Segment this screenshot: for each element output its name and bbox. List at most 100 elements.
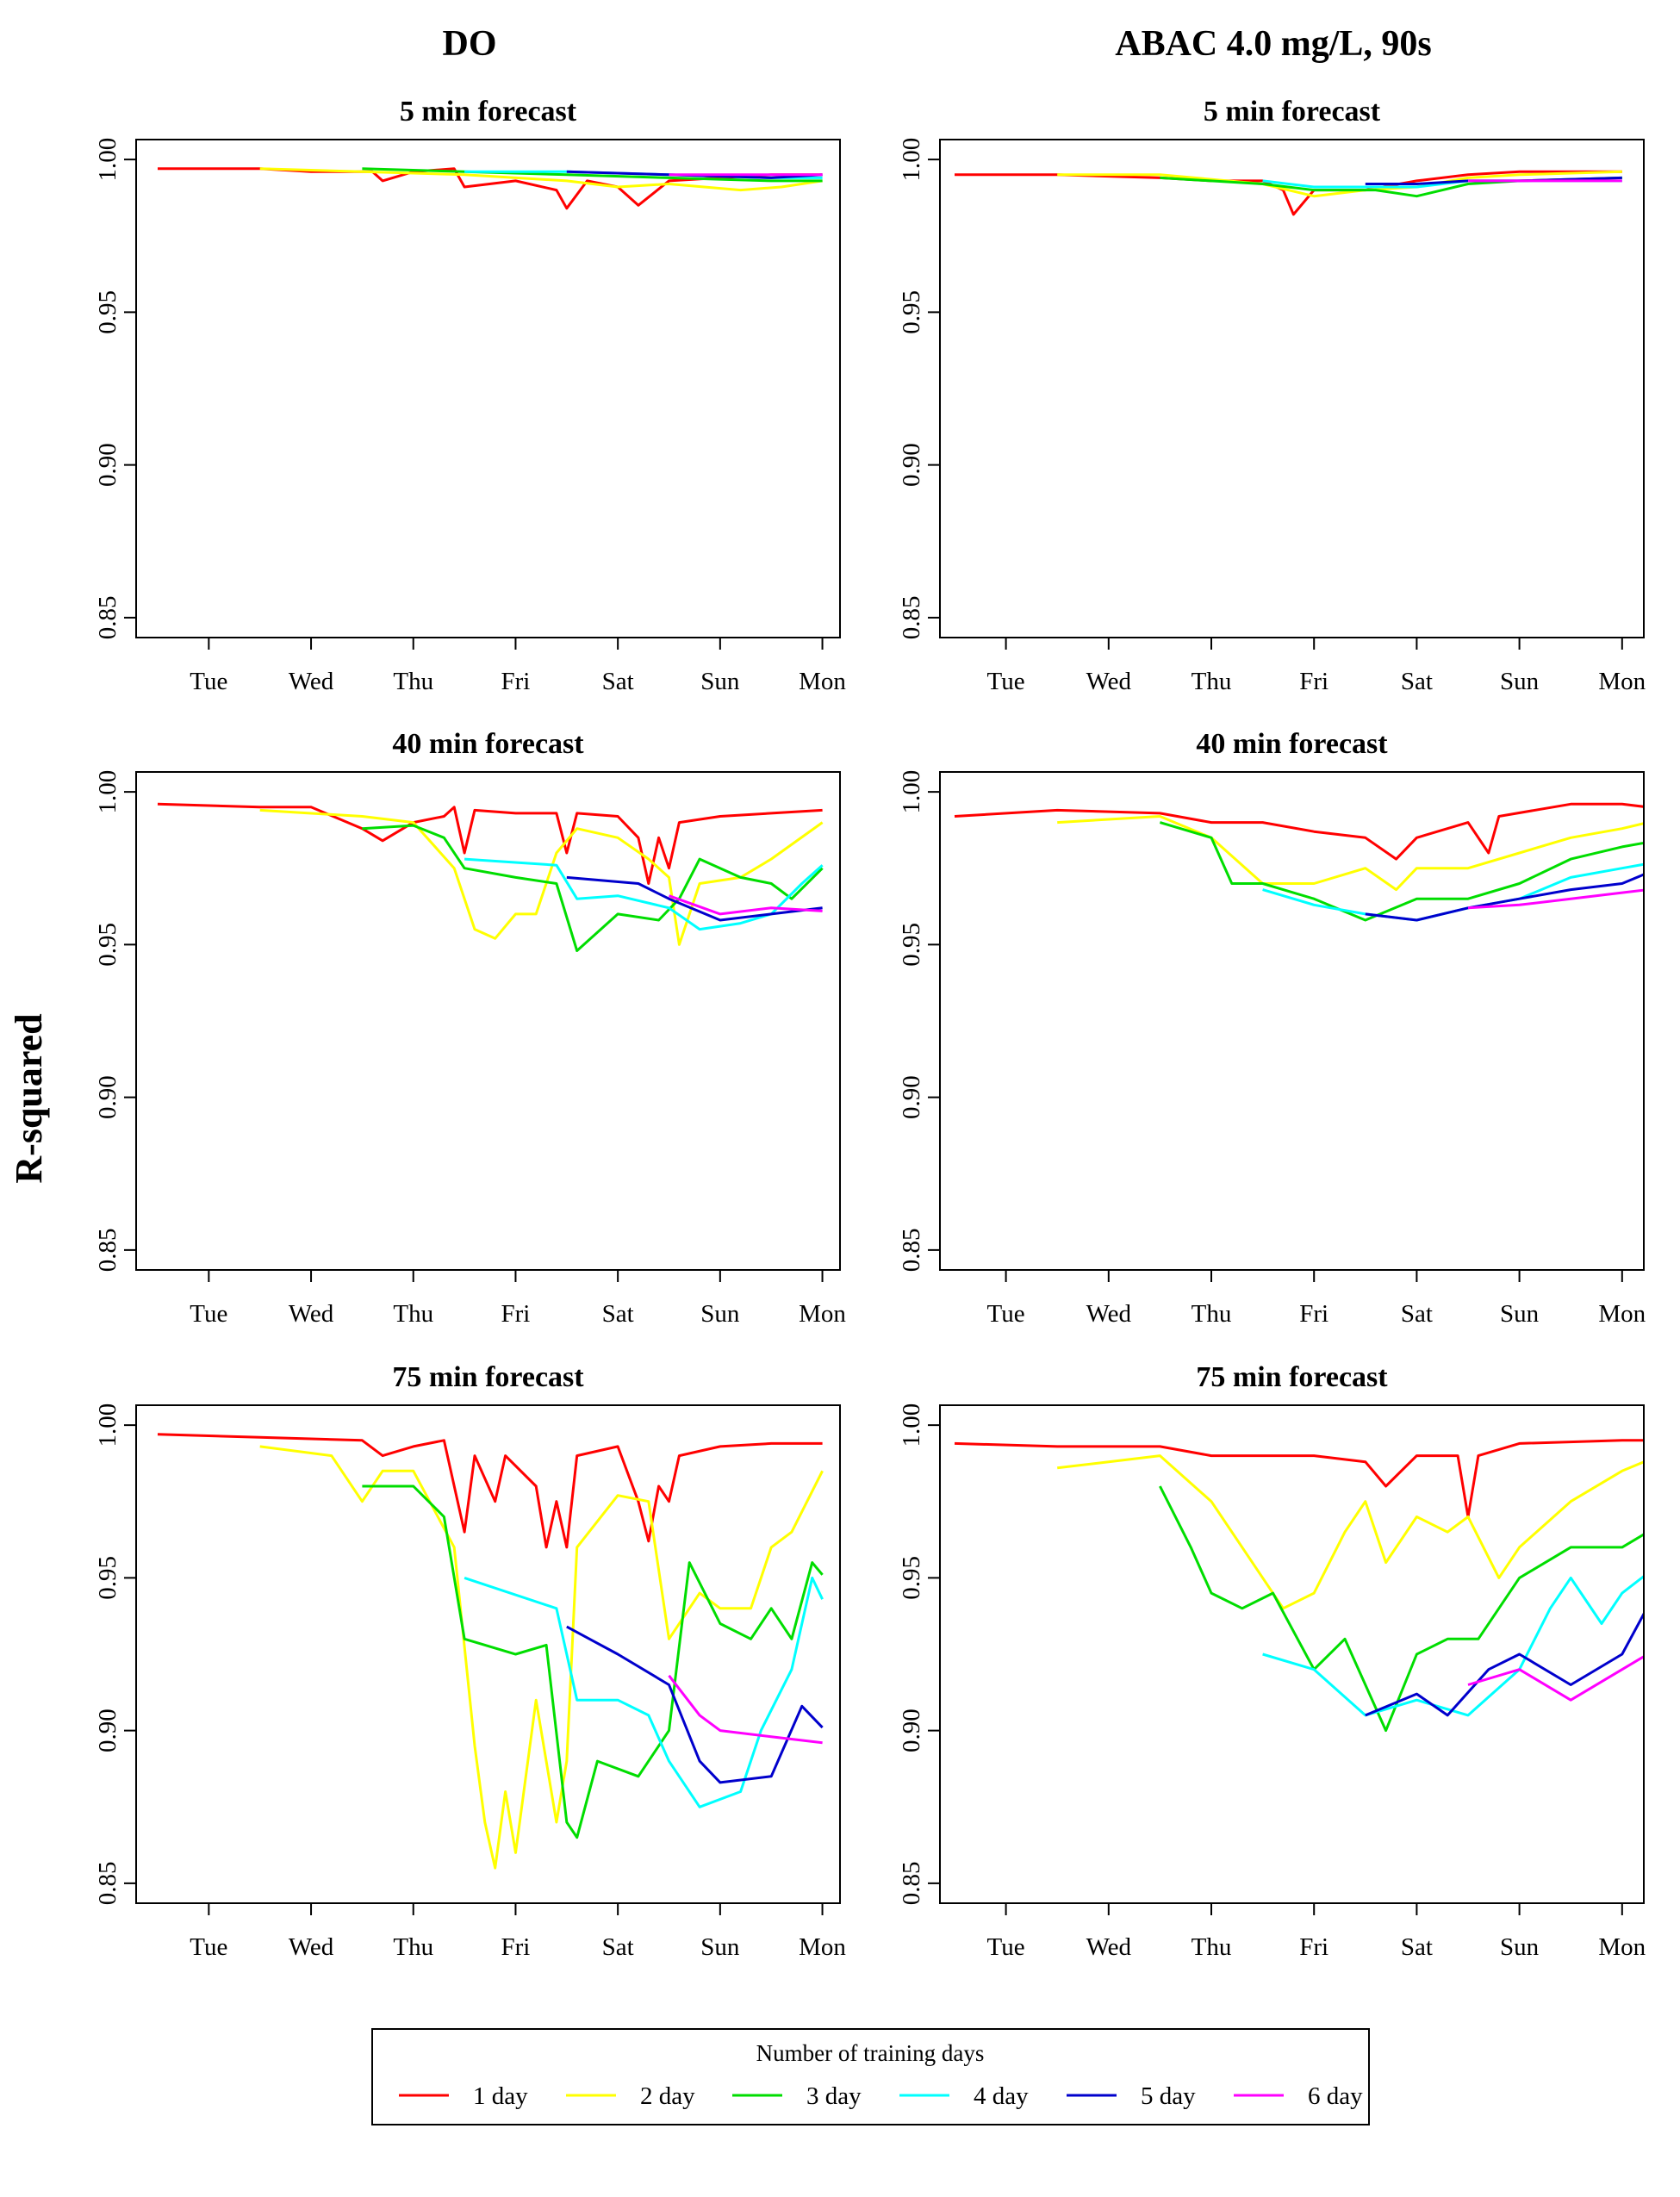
chart-panel: 75 min forecast 0.85 0.90 0.95 1.00 Tue Wed Thu… bbox=[898, 1361, 1646, 1961]
series-line bbox=[362, 167, 823, 183]
x-tick-label: Sat bbox=[602, 668, 634, 695]
legend-label: 5 day bbox=[1141, 2082, 1196, 2110]
series-line bbox=[157, 1433, 823, 1549]
y-tick-label: 0.95 bbox=[94, 290, 121, 334]
plot-frame bbox=[939, 139, 1645, 638]
series-line bbox=[157, 802, 823, 885]
x-tick-label: Thu bbox=[1192, 1933, 1232, 1961]
x-tick-label: Wed bbox=[1086, 1933, 1132, 1961]
x-tick-label: Fri bbox=[1299, 1933, 1328, 1961]
series-line bbox=[1159, 1485, 1643, 1733]
chart-panel: 5 min forecast 0.85 0.90 0.95 1.00 Tue Wed Thu F… bbox=[898, 96, 1646, 695]
y-tick-label: 0.95 bbox=[94, 1556, 121, 1600]
x-tick-label: Fri bbox=[1299, 1300, 1328, 1328]
y-tick-label: 0.90 bbox=[898, 1075, 925, 1119]
x-tick-label: Sun bbox=[1500, 1300, 1540, 1328]
x-tick-label: Mon bbox=[799, 1300, 846, 1328]
series-line bbox=[1057, 815, 1643, 892]
x-tick-label: Tue bbox=[190, 668, 227, 695]
x-tick-label: Sun bbox=[700, 1300, 740, 1328]
x-tick-label: Tue bbox=[190, 1300, 227, 1328]
series-group bbox=[954, 1439, 1643, 1733]
legend-items: 1 day 2 day 3 day 4 day 5 day 6 day bbox=[399, 2082, 1363, 2110]
y-tick-label: 0.85 bbox=[898, 1862, 925, 1906]
x-tick-label: Tue bbox=[190, 1933, 227, 1961]
series-line bbox=[1057, 170, 1622, 198]
legend-label: 3 day bbox=[806, 2082, 862, 2110]
y-tick-label: 0.85 bbox=[898, 1229, 925, 1273]
y-axis-label: R-squared bbox=[8, 1013, 50, 1183]
chart-panel: 5 min forecast 0.85 0.90 0.95 1.00 Tue Wed Thu F… bbox=[94, 96, 846, 695]
series-line bbox=[362, 824, 824, 952]
panel-title: 75 min forecast bbox=[392, 1361, 584, 1393]
x-tick-label: Thu bbox=[393, 668, 433, 695]
x-tick-label: Sat bbox=[1401, 1300, 1433, 1328]
plot-frame bbox=[135, 139, 841, 638]
series-group bbox=[954, 802, 1643, 922]
legend-label: 4 day bbox=[974, 2082, 1029, 2110]
column-title-abac: ABAC 4.0 mg/L, 90s bbox=[1115, 24, 1432, 64]
x-tick-label: Mon bbox=[799, 668, 846, 695]
x-tick-label: Wed bbox=[289, 668, 334, 695]
y-tick-label: 0.95 bbox=[898, 923, 925, 967]
legend-label: 2 day bbox=[640, 2082, 695, 2110]
series-line bbox=[668, 894, 823, 916]
x-tick-label: Tue bbox=[987, 668, 1025, 695]
x-tick-label: Sun bbox=[700, 668, 740, 695]
series-line bbox=[464, 857, 824, 931]
x-tick-label: Wed bbox=[289, 1933, 334, 1961]
y-tick-label: 0.90 bbox=[898, 1708, 925, 1752]
plot-frame bbox=[135, 771, 841, 1271]
y-tick-label: 1.00 bbox=[94, 770, 121, 814]
x-tick-label: Wed bbox=[289, 1300, 334, 1328]
series-group bbox=[158, 167, 823, 210]
y-tick-label: 0.85 bbox=[94, 1862, 121, 1906]
x-tick-label: Sun bbox=[700, 1933, 740, 1961]
chart-panels: 5 min forecast 0.85 0.90 0.95 1.00 Tue Wed Thu F… bbox=[94, 96, 1646, 1961]
x-tick-label: Fri bbox=[1299, 668, 1328, 695]
x-tick-label: Mon bbox=[799, 1933, 846, 1961]
x-tick-label: Fri bbox=[501, 1300, 531, 1328]
y-tick-label: 0.85 bbox=[94, 1229, 121, 1273]
x-tick-label: Sun bbox=[1500, 668, 1540, 695]
x-tick-label: Mon bbox=[1598, 1933, 1646, 1961]
chart-panel: 40 min forecast 0.85 0.90 0.95 1.00 Tue Wed Thu… bbox=[94, 728, 846, 1328]
panel-title: 5 min forecast bbox=[1204, 96, 1381, 128]
x-tick-label: Sat bbox=[602, 1933, 634, 1961]
x-tick-label: Mon bbox=[1598, 668, 1646, 695]
series-line bbox=[668, 1674, 823, 1745]
series-line bbox=[1365, 1612, 1643, 1717]
series-line bbox=[464, 1576, 824, 1808]
series-line bbox=[566, 875, 823, 922]
x-tick-label: Mon bbox=[1598, 1300, 1646, 1328]
panel-title: 75 min forecast bbox=[1196, 1361, 1388, 1393]
series-line bbox=[1057, 1454, 1643, 1610]
panel-title: 40 min forecast bbox=[1196, 728, 1388, 760]
x-tick-label: Wed bbox=[1086, 1300, 1132, 1328]
x-tick-label: Sat bbox=[1401, 668, 1433, 695]
y-tick-label: 1.00 bbox=[94, 138, 121, 182]
series-group bbox=[157, 802, 824, 952]
legend-title: Number of training days bbox=[756, 2040, 985, 2066]
column-title-do: DO bbox=[443, 24, 497, 64]
y-tick-label: 0.85 bbox=[94, 596, 121, 640]
x-tick-label: Wed bbox=[1086, 668, 1132, 695]
x-tick-label: Tue bbox=[987, 1933, 1025, 1961]
series-line bbox=[1467, 888, 1643, 910]
legend-label: 6 day bbox=[1308, 2082, 1363, 2110]
legend: Number of training days 1 day 2 day 3 day 4… bbox=[371, 2028, 1370, 2125]
series-line bbox=[259, 167, 823, 192]
x-tick-label: Thu bbox=[393, 1300, 433, 1328]
x-tick-label: Thu bbox=[1192, 668, 1232, 695]
legend-box bbox=[371, 2028, 1370, 2125]
y-tick-label: 0.85 bbox=[898, 596, 925, 640]
y-tick-label: 0.90 bbox=[94, 1708, 121, 1752]
y-tick-label: 1.00 bbox=[898, 1403, 925, 1447]
x-tick-label: Sat bbox=[1401, 1933, 1433, 1961]
series-line bbox=[954, 1439, 1643, 1518]
series-line bbox=[566, 170, 823, 179]
y-tick-label: 1.00 bbox=[94, 1403, 121, 1447]
y-tick-label: 1.00 bbox=[898, 770, 925, 814]
series-group bbox=[157, 1433, 824, 1870]
